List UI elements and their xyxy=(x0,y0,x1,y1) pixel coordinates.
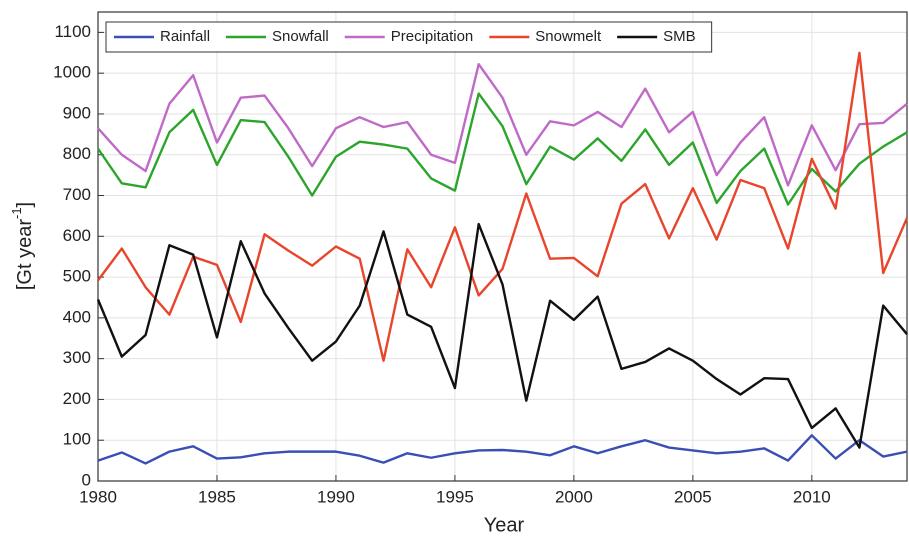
plot-frame xyxy=(97,11,908,482)
y-tick-label: 800 xyxy=(63,144,91,163)
x-axis-label: Year xyxy=(484,514,525,536)
series-line xyxy=(96,222,908,449)
y-tick-label: 300 xyxy=(63,348,91,367)
legend-label: Snowmelt xyxy=(535,28,602,45)
legend-box xyxy=(105,21,713,53)
y-axis-label: [Gt year-1] xyxy=(9,202,36,290)
y-tick-label: 1100 xyxy=(54,22,91,41)
series-line xyxy=(97,434,908,465)
series-line xyxy=(97,92,908,206)
y-tick-label: 400 xyxy=(63,307,91,326)
y-tick-label: 900 xyxy=(63,103,91,122)
y-tick-label: 1000 xyxy=(53,63,91,82)
legend-label: Snowfall xyxy=(272,28,329,45)
legend-label: SMB xyxy=(663,28,696,45)
x-tick-label: 2005 xyxy=(674,487,712,506)
y-axis-label-sup: -1 xyxy=(9,207,24,219)
y-tick-label: 500 xyxy=(63,267,91,286)
y-tick-label: 600 xyxy=(63,226,91,245)
legend: Rainfall Snowfall Precipitation Snowmelt SMB xyxy=(105,21,713,53)
x-tick-label: 2000 xyxy=(555,487,593,506)
x-tick-label: 1985 xyxy=(198,487,236,506)
y-tick-label: 100 xyxy=(63,430,91,449)
y-tick-label: 200 xyxy=(63,389,91,408)
y-axis-label-main: [Gt year xyxy=(14,219,36,290)
x-tick-label: 1995 xyxy=(436,487,474,506)
x-tick-label: 2010 xyxy=(793,487,831,506)
y-tick-label: 700 xyxy=(63,185,91,204)
y-tick-label: 0 xyxy=(82,470,91,489)
x-tick-label: 1980 xyxy=(79,487,117,506)
x-tick-label: 1990 xyxy=(317,487,355,506)
series-line xyxy=(97,51,909,362)
legend-label: Rainfall xyxy=(160,28,210,45)
series-line xyxy=(97,63,908,187)
y-axis-label-end: ] xyxy=(14,202,36,208)
legend-label: Precipitation xyxy=(391,28,474,45)
